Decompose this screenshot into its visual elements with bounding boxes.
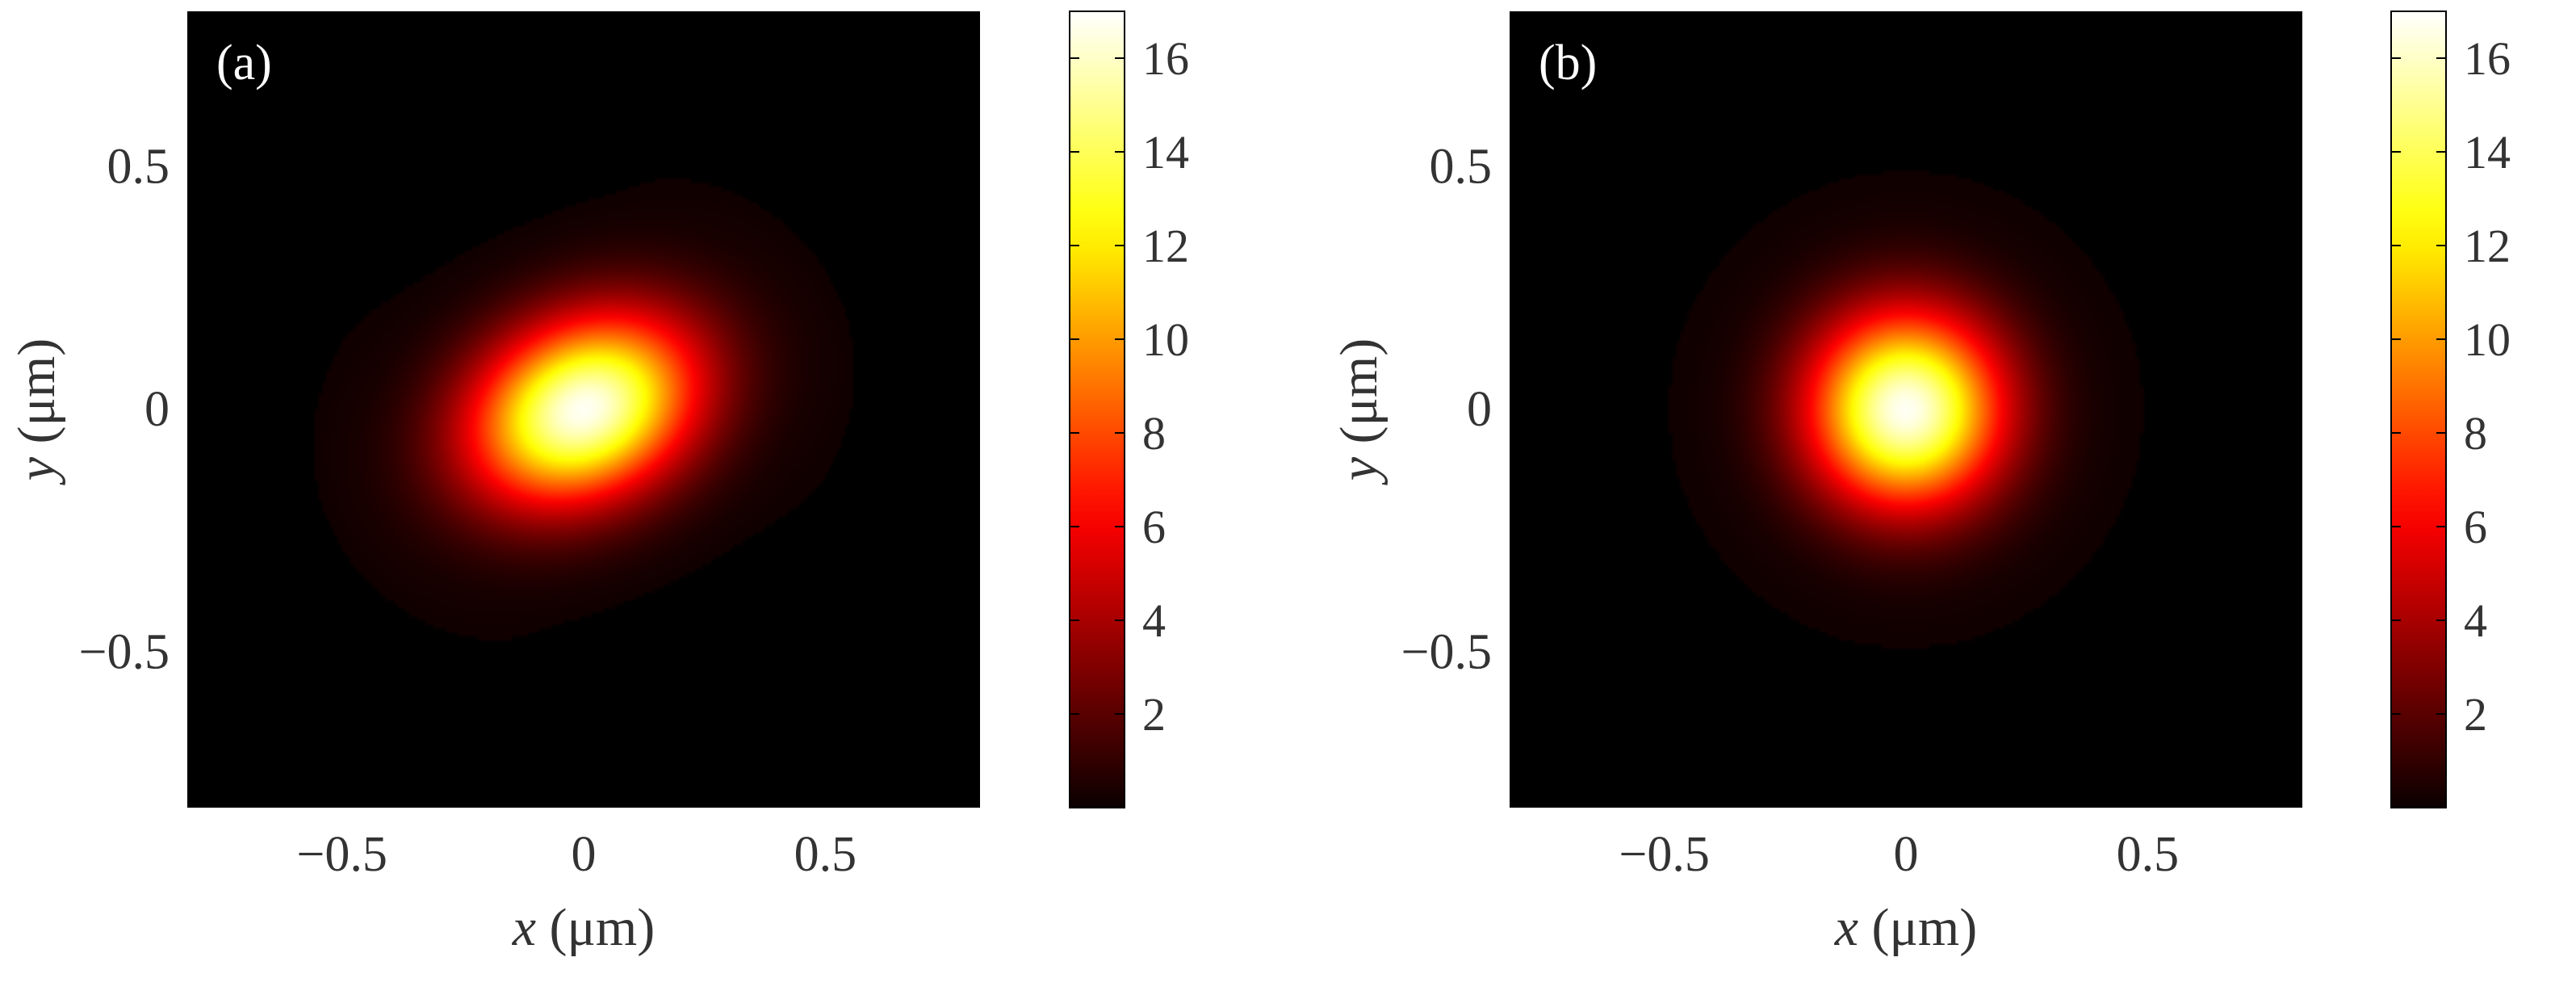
colorbar-tick-label-0-2: 6 [1142,501,1166,553]
colorbar-tick-label-0-5: 12 [1142,220,1189,272]
colorbar-1 [2390,10,2447,808]
y-tick-label-1-0: −0.5 [1401,625,1492,680]
x-axis-label-0: x (μm) [512,898,655,957]
colorbar-tick-label-0-0: 2 [1142,688,1166,741]
y-tick-label-0-0: −0.5 [79,625,170,680]
colorbar-tick-label-1-1: 4 [2464,594,2487,647]
panel-label-0: (a) [216,36,272,90]
x-tick-label-0-1: 0 [572,827,597,882]
x-tick-label-1-1: 0 [1894,827,1919,882]
x-tick-label-0-0: −0.5 [296,827,387,882]
x-tick-label-1-0: −0.5 [1619,827,1709,882]
colorbar-tick-label-0-7: 16 [1142,32,1189,85]
x-axis-label-1: x (μm) [1834,898,1977,957]
x-tick-label-0-2: 0.5 [794,827,857,882]
panel-label-1: (b) [1539,36,1597,90]
colorbar-tick-label-1-7: 16 [2464,32,2511,85]
colorbar-tick-label-0-1: 4 [1142,594,1166,647]
colorbar-tick-label-1-2: 6 [2464,501,2487,553]
colorbar-tick-label-1-3: 8 [2464,407,2487,460]
colorbar-tick-label-1-5: 12 [2464,220,2511,272]
colorbar-0 [1069,10,1125,808]
colorbar-tick-label-1-4: 10 [2464,313,2511,366]
y-tick-label-1-2: 0.5 [1430,139,1493,194]
colorbar-tick-label-1-0: 2 [2464,688,2487,741]
y-tick-label-1-1: 0 [1467,382,1492,437]
y-axis-label-0: y (μm) [7,338,66,485]
y-axis-label-1: y (μm) [1330,338,1389,485]
y-tick-label-0-1: 0 [145,382,170,437]
colorbar-tick-label-0-3: 8 [1142,407,1166,460]
intensity-map-0 [187,11,980,808]
colorbar-tick-label-0-4: 10 [1142,313,1189,366]
colorbar-tick-label-0-6: 14 [1142,126,1189,178]
y-tick-label-0-2: 0.5 [107,139,170,194]
colorbar-tick-label-1-6: 14 [2464,126,2511,178]
intensity-map-1 [1510,11,2302,808]
x-tick-label-1-2: 0.5 [2117,827,2180,882]
